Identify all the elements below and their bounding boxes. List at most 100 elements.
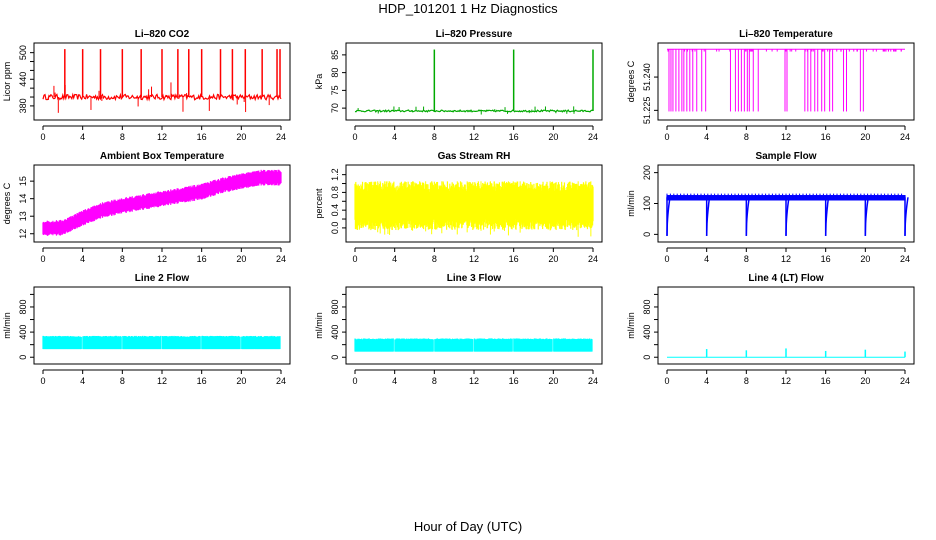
li-820-pressure-ytick-label: 85 bbox=[330, 50, 340, 60]
li-820-temperature-axes: 51.225 51.240 0 4 8 12 16 20 24 bbox=[642, 63, 910, 142]
gas-stream-rh-title: Gas Stream RH bbox=[438, 151, 511, 162]
ambient-box-temperature-ytick-label: 13 bbox=[18, 211, 28, 221]
gas-stream-rh-xtick-label: 0 bbox=[352, 254, 357, 264]
sample-flow-axes: 0 100 200 0 4 8 12 16 20 24 bbox=[642, 165, 910, 264]
sample-flow-xtick-label: 20 bbox=[860, 254, 870, 264]
li-820-pressure-axes: 70 75 80 85 0 4 8 12 16 20 24 bbox=[330, 50, 598, 142]
line-3-flow-xtick-label: 16 bbox=[509, 376, 519, 386]
x-axis-label: Hour of Day (UTC) bbox=[413, 519, 523, 534]
gas-stream-rh-ytick-label: 0.4 bbox=[330, 204, 340, 217]
li-820-co2-panel: Li–820 CO2 Licor ppm 380 440 500 0 4 8 12 16 20 24 bbox=[2, 29, 291, 142]
li-820-co2-xtick-label: 20 bbox=[236, 132, 246, 142]
line-3-flow-xtick-label: 20 bbox=[548, 376, 558, 386]
line-4-lt-flow-xtick-label: 24 bbox=[900, 376, 910, 386]
line-4-lt-flow-xtick-label: 4 bbox=[704, 376, 709, 386]
line-3-flow-xtick-label: 0 bbox=[352, 376, 357, 386]
gas-stream-rh-axes: 0.0 0.4 0.8 1.2 0 4 8 12 16 20 24 bbox=[330, 168, 598, 264]
ambient-box-temperature-xtick-label: 16 bbox=[197, 254, 207, 264]
line-3-flow-xtick-label: 4 bbox=[392, 376, 397, 386]
gas-stream-rh-series bbox=[354, 181, 594, 237]
gas-stream-rh-xtick-label: 20 bbox=[548, 254, 558, 264]
li-820-pressure-xtick-label: 20 bbox=[548, 132, 558, 142]
line-4-lt-flow-series bbox=[667, 348, 906, 358]
sample-flow-xtick-label: 24 bbox=[900, 254, 910, 264]
ambient-box-temperature-xtick-label: 0 bbox=[40, 254, 45, 264]
line-2-flow-xtick-label: 20 bbox=[236, 376, 246, 386]
ambient-box-temperature-title: Ambient Box Temperature bbox=[100, 151, 225, 162]
li-820-temperature-panel: Li–820 Temperature degrees C 51.225 51.240 0… bbox=[626, 29, 915, 142]
gas-stream-rh-ytick-label: 0.8 bbox=[330, 186, 340, 199]
line-4-lt-flow-ytick-label: 400 bbox=[642, 325, 652, 340]
sample-flow-title: Sample Flow bbox=[755, 151, 816, 162]
li-820-pressure-panel: Li–820 Pressure kPa 70 75 80 85 0 4 8 12 16 20 24 bbox=[314, 29, 603, 142]
li-820-pressure-series bbox=[354, 49, 594, 115]
li-820-co2-xtick-label: 0 bbox=[40, 132, 45, 142]
line-3-flow-panel: Line 3 Flow ml/min 0 400 800 0 4 8 12 16 20 24 bbox=[314, 273, 603, 386]
li-820-pressure-xtick-label: 16 bbox=[509, 132, 519, 142]
line-4-lt-flow-plot-frame bbox=[657, 286, 915, 365]
line-4-lt-flow-panel: Line 4 (LT) Flow ml/min 0 400 800 0 4 8 12 16 20 24 bbox=[626, 273, 915, 386]
line-3-flow-xtick-label: 12 bbox=[469, 376, 479, 386]
line-4-lt-flow-xtick-label: 16 bbox=[821, 376, 831, 386]
li-820-pressure-xtick-label: 8 bbox=[432, 132, 437, 142]
line-2-flow-series bbox=[42, 335, 281, 350]
line-2-flow-ytick-label: 400 bbox=[18, 325, 28, 340]
li-820-co2-plot-frame bbox=[33, 42, 291, 121]
line-4-lt-flow-ytick-label: 0 bbox=[642, 355, 652, 360]
line-4-lt-flow-axes: 0 400 800 0 4 8 12 16 20 24 bbox=[642, 293, 910, 386]
li-820-temperature-xtick-label: 4 bbox=[704, 132, 709, 142]
line-3-flow-ytick-label: 800 bbox=[330, 299, 340, 314]
ambient-box-temperature-plot-frame bbox=[33, 164, 291, 243]
line-3-flow-xtick-label: 24 bbox=[588, 376, 598, 386]
li-820-co2-xtick-label: 24 bbox=[276, 132, 286, 142]
li-820-co2-axes: 380 440 500 0 4 8 12 16 20 24 bbox=[18, 45, 286, 142]
sample-flow-xtick-label: 12 bbox=[781, 254, 791, 264]
line-2-flow-panel: Line 2 Flow ml/min 0 400 800 0 4 8 12 16 20 24 bbox=[2, 273, 291, 386]
gas-stream-rh-xtick-label: 8 bbox=[432, 254, 437, 264]
li-820-pressure-title: Li–820 Pressure bbox=[436, 29, 513, 40]
line-3-flow-ytick-label: 0 bbox=[330, 355, 340, 360]
li-820-temperature-title: Li–820 Temperature bbox=[739, 29, 833, 40]
line-3-flow-ylabel: ml/min bbox=[314, 312, 324, 339]
gas-stream-rh-xtick-label: 24 bbox=[588, 254, 598, 264]
line-2-flow-xtick-label: 16 bbox=[197, 376, 207, 386]
ambient-box-temperature-xtick-label: 24 bbox=[276, 254, 286, 264]
gas-stream-rh-plot-frame bbox=[345, 164, 603, 243]
ambient-box-temperature-series bbox=[42, 169, 282, 236]
sample-flow-xtick-label: 4 bbox=[704, 254, 709, 264]
li-820-pressure-plot-frame bbox=[345, 42, 603, 121]
figure-title: HDP_101201 1 Hz Diagnostics bbox=[378, 1, 558, 16]
li-820-temperature-xtick-label: 16 bbox=[821, 132, 831, 142]
line-3-flow-title: Line 3 Flow bbox=[447, 273, 502, 284]
line-3-flow-plot-frame bbox=[345, 286, 603, 365]
ambient-box-temperature-xtick-label: 4 bbox=[80, 254, 85, 264]
sample-flow-ylabel: ml/min bbox=[626, 190, 636, 217]
li-820-pressure-ytick-label: 80 bbox=[330, 68, 340, 78]
li-820-temperature-xtick-label: 12 bbox=[781, 132, 791, 142]
line-3-flow-xtick-label: 8 bbox=[432, 376, 437, 386]
line-4-lt-flow-ytick-label: 800 bbox=[642, 299, 652, 314]
gas-stream-rh-ytick-label: 0.0 bbox=[330, 222, 340, 235]
li-820-temperature-xtick-label: 24 bbox=[900, 132, 910, 142]
gas-stream-rh-xtick-label: 16 bbox=[509, 254, 519, 264]
ambient-box-temperature-ytick-label: 14 bbox=[18, 194, 28, 204]
li-820-temperature-xtick-label: 20 bbox=[860, 132, 870, 142]
ambient-box-temperature-ytick-label: 12 bbox=[18, 229, 28, 239]
line-2-flow-ytick-label: 800 bbox=[18, 299, 28, 314]
ambient-box-temperature-xtick-label: 8 bbox=[120, 254, 125, 264]
line-2-flow-xtick-label: 8 bbox=[120, 376, 125, 386]
line-4-lt-flow-xtick-label: 0 bbox=[664, 376, 669, 386]
line-2-flow-ytick-label: 0 bbox=[18, 355, 28, 360]
ambient-box-temperature-xtick-label: 12 bbox=[157, 254, 167, 264]
li-820-temperature-ylabel: degrees C bbox=[626, 60, 636, 102]
gas-stream-rh-ytick-label: 1.2 bbox=[330, 168, 340, 181]
line-2-flow-xtick-label: 24 bbox=[276, 376, 286, 386]
gas-stream-rh-xtick-label: 12 bbox=[469, 254, 479, 264]
line-2-flow-plot-frame bbox=[33, 286, 291, 365]
li-820-co2-title: Li–820 CO2 bbox=[135, 29, 190, 40]
sample-flow-panel: Sample Flow ml/min 0 100 200 0 4 8 12 16 20 24 bbox=[626, 151, 915, 264]
li-820-pressure-trace bbox=[354, 109, 594, 113]
line-4-lt-flow-xtick-label: 20 bbox=[860, 376, 870, 386]
li-820-pressure-xtick-label: 4 bbox=[392, 132, 397, 142]
